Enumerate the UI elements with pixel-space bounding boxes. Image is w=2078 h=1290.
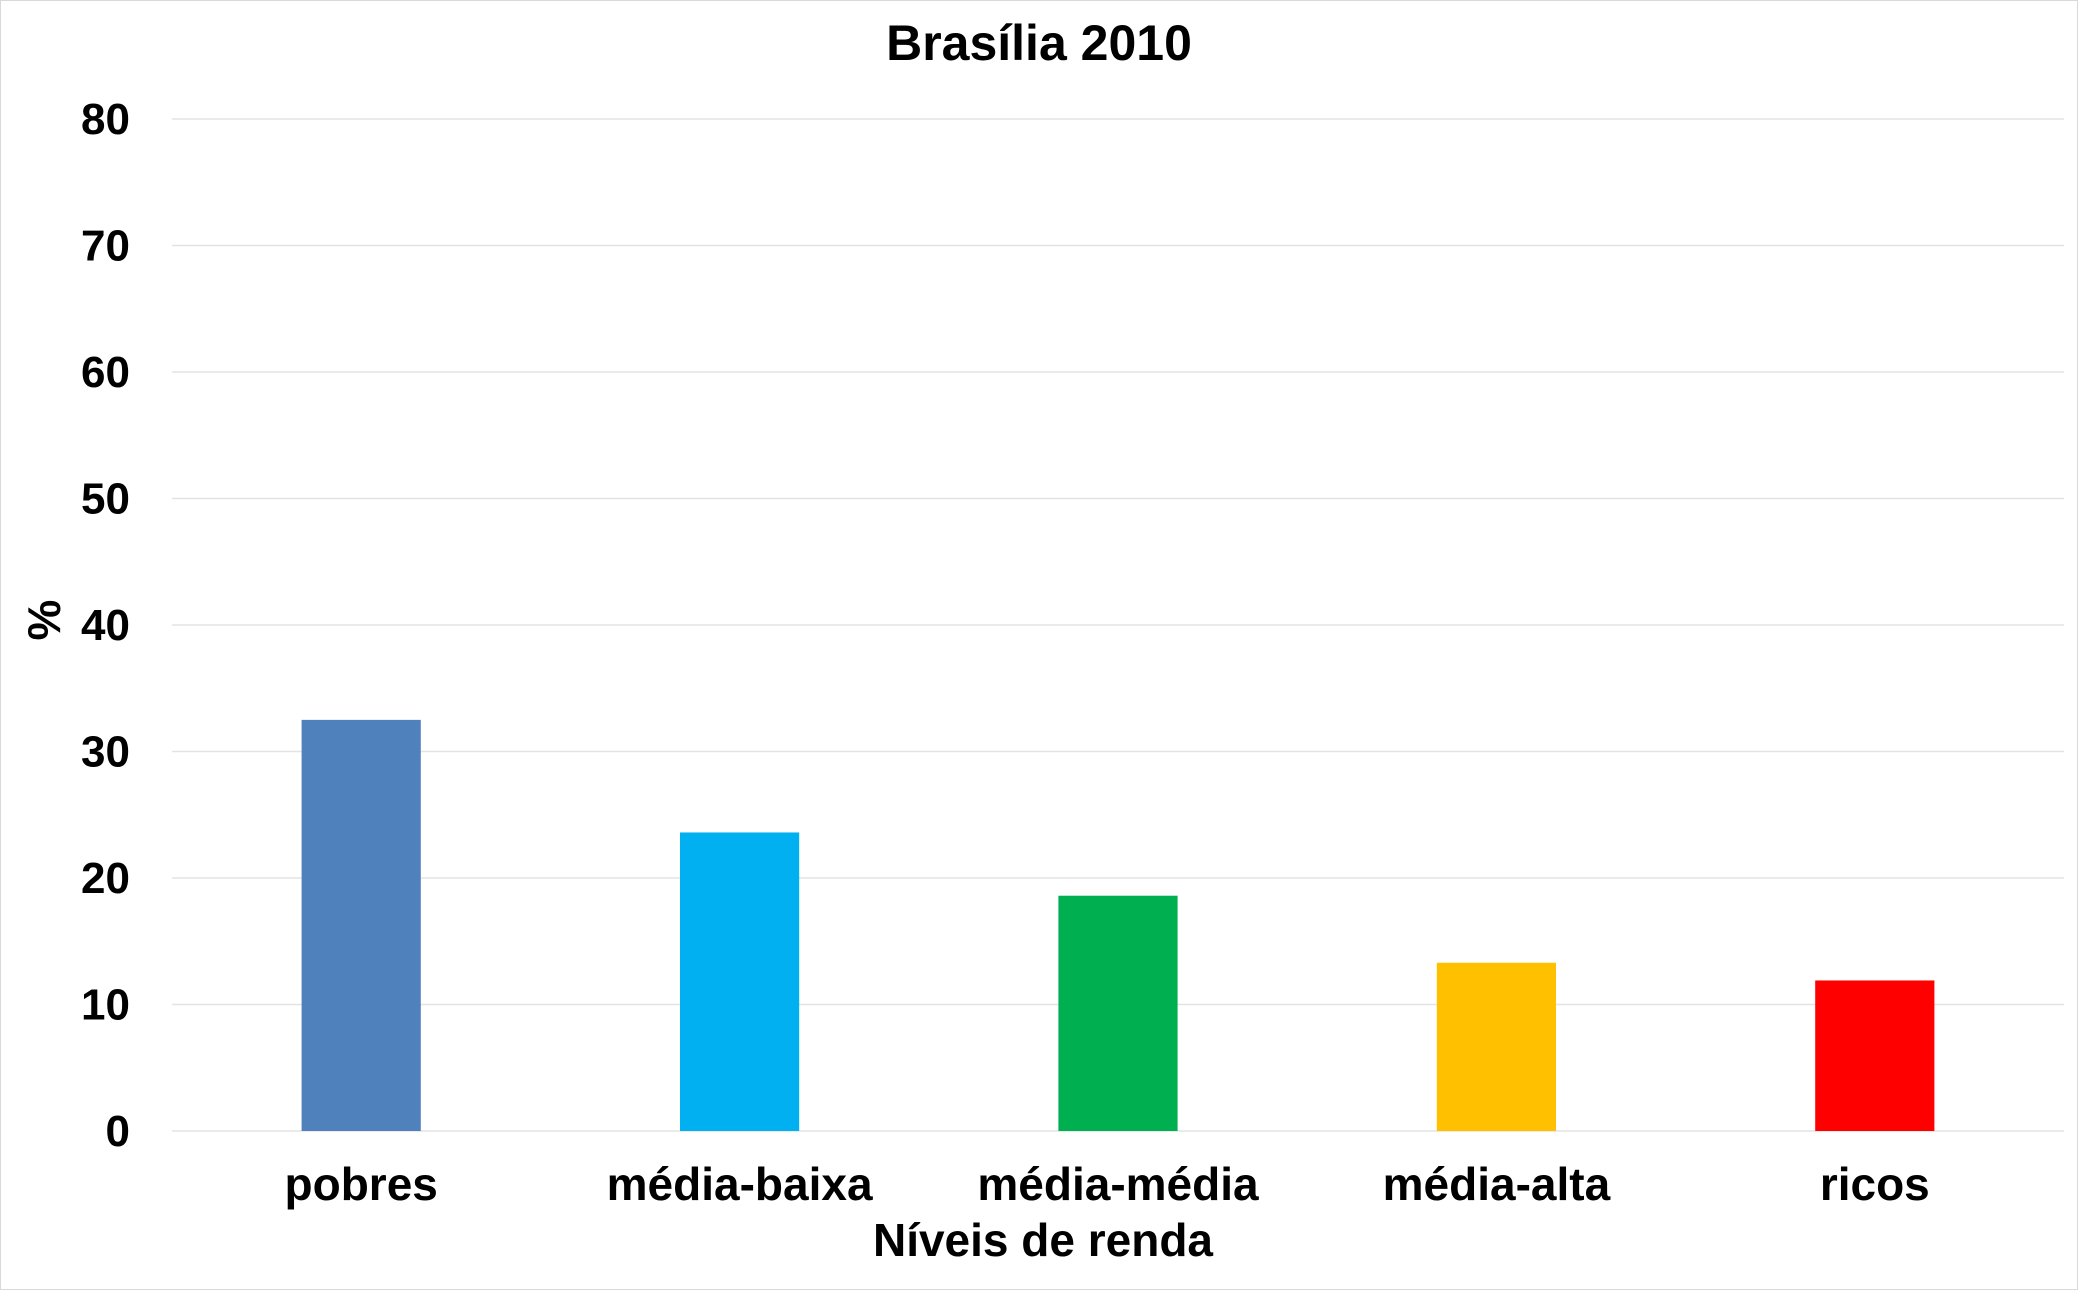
bar-média-alta — [1436, 962, 1556, 1131]
y-tick-label: 30 — [81, 728, 130, 777]
y-tick-label: 60 — [81, 348, 130, 397]
bar-pobres — [301, 719, 421, 1131]
bar-ricos — [1815, 980, 1935, 1131]
y-axis-ticks: 0 10 20 30 40 50 60 70 80 — [81, 95, 130, 1156]
y-tick-label: 10 — [81, 981, 130, 1030]
x-category-label: média-média — [977, 1158, 1259, 1210]
x-axis-label: Níveis de renda — [873, 1214, 1213, 1266]
y-tick-label: 40 — [81, 601, 130, 650]
y-axis-label: % — [18, 600, 70, 641]
y-tick-label: 20 — [81, 854, 130, 903]
x-category-label: pobres — [285, 1158, 438, 1210]
x-category-label: média-alta — [1383, 1158, 1611, 1210]
gridlines — [172, 118, 2064, 1132]
bar-média-baixa — [680, 832, 800, 1131]
chart-title: Brasília 2010 — [886, 15, 1192, 71]
bars — [301, 719, 1935, 1131]
y-tick-label: 80 — [81, 95, 130, 144]
x-axis-categories: pobres média-baixa média-média média-alta ri… — [285, 1158, 1930, 1210]
y-tick-label: 0 — [106, 1107, 130, 1156]
y-tick-label: 70 — [81, 222, 130, 271]
x-category-label: média-baixa — [607, 1158, 873, 1210]
x-category-label: ricos — [1820, 1158, 1930, 1210]
bar-média-média — [1058, 895, 1178, 1131]
y-tick-label: 50 — [81, 475, 130, 524]
